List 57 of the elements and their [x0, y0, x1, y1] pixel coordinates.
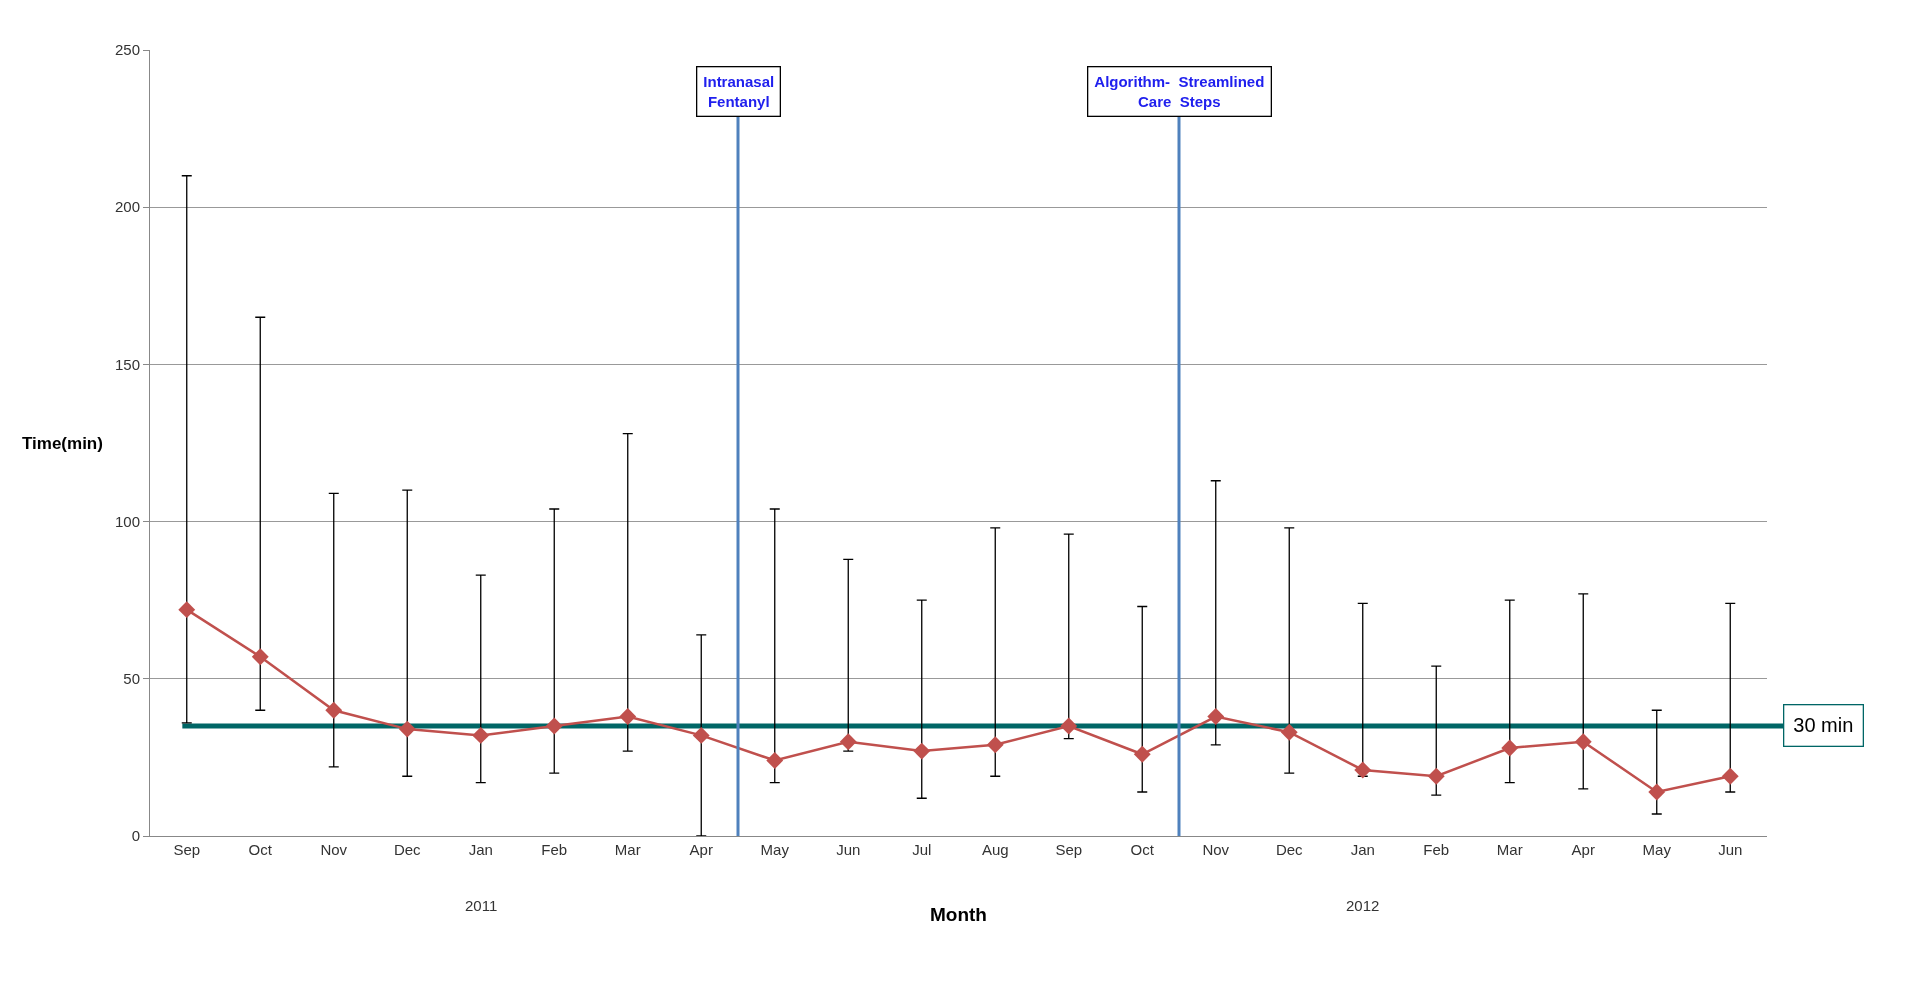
x-tick-label: Jan	[468, 841, 493, 858]
point	[1354, 761, 1372, 779]
y-tick-label: 100	[114, 512, 140, 530]
annotation: Algorithm- Streamlined Care Steps	[1094, 73, 1265, 110]
x-tick-label: Oct	[1130, 841, 1155, 858]
y-tick-label: 250	[114, 41, 140, 59]
point	[178, 601, 196, 619]
point	[692, 726, 710, 744]
x-tick-label: Oct	[248, 841, 273, 858]
x-tick-label: Mar	[1496, 841, 1523, 858]
x-tick-label: May	[1642, 841, 1672, 858]
point	[1721, 767, 1739, 785]
x-tick-label: Jun	[1718, 841, 1743, 858]
point	[325, 701, 343, 719]
x-tick-label: Apr	[1571, 841, 1595, 858]
text: 2012	[1346, 897, 1380, 914]
point	[766, 752, 784, 769]
x-axis-title: Month	[930, 903, 987, 925]
point	[839, 733, 857, 751]
ref-line-label: 30 min	[1793, 714, 1854, 737]
annotation: Intranasal Fentanyl	[703, 73, 775, 110]
point	[398, 720, 416, 738]
point	[1648, 783, 1666, 801]
y-tick-label: 150	[114, 355, 140, 373]
x-tick-label: Dec	[1275, 841, 1304, 858]
point	[1280, 723, 1298, 741]
point	[1501, 739, 1519, 757]
x-tick-label: Dec	[393, 841, 422, 858]
point	[545, 717, 563, 735]
x-tick-label: Sep	[1055, 841, 1083, 858]
point	[619, 708, 637, 725]
y-axis-title: Time(min)	[22, 434, 103, 453]
point	[1133, 745, 1151, 763]
x-tick-label: Jan	[1350, 841, 1375, 858]
x-tick-label: Feb	[541, 841, 568, 858]
x-tick-label: Apr	[689, 841, 713, 858]
point	[251, 648, 269, 666]
point	[913, 742, 931, 760]
x-tick-label: Jun	[836, 841, 861, 858]
x-tick-label: Feb	[1423, 841, 1450, 858]
point	[472, 726, 490, 744]
text: 2011	[465, 897, 498, 914]
x-tick-label: Nov	[1202, 841, 1230, 858]
y-tick-label: 0	[131, 827, 140, 845]
point	[986, 736, 1004, 754]
x-tick-label: Sep	[173, 841, 201, 858]
y-tick-label: 200	[114, 198, 140, 216]
x-tick-label: Mar	[614, 841, 641, 858]
point	[1574, 733, 1592, 751]
x-tick-label: Aug	[981, 841, 1009, 858]
x-tick-label: Jul	[912, 841, 932, 858]
point	[1427, 767, 1445, 785]
x-tick-label: May	[760, 841, 790, 858]
point	[1207, 708, 1225, 725]
x-tick-label: Nov	[320, 841, 348, 858]
y-tick-label: 50	[123, 670, 140, 688]
point	[1060, 717, 1078, 735]
